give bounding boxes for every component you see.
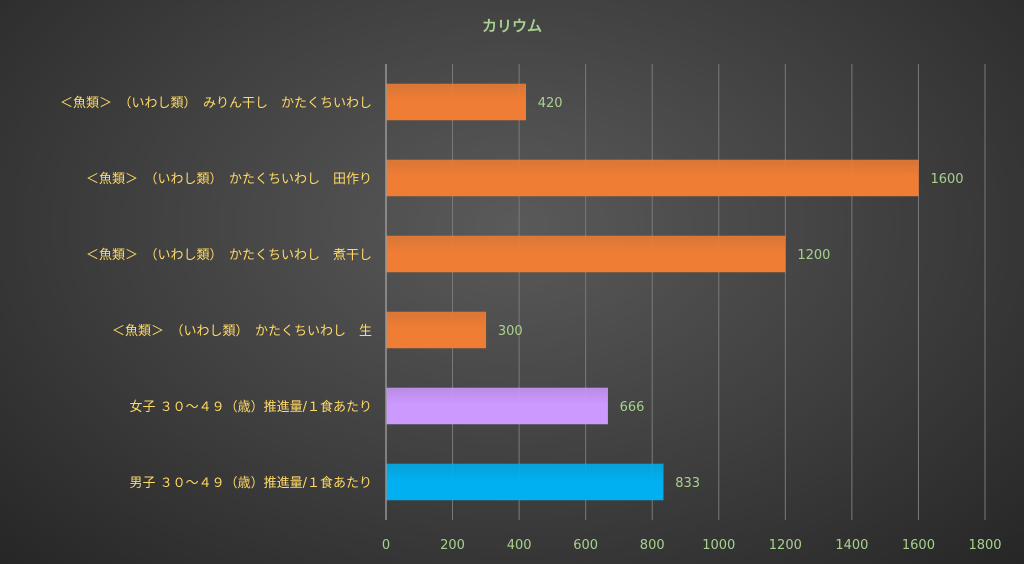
bar [386, 463, 664, 501]
gridlines [452, 64, 986, 520]
data-label: 1600 [930, 172, 963, 187]
x-tick-label: 1600 [902, 538, 935, 553]
labels: 0 200 400 600 800 1000 1200 1400 1600 1800 ＜魚類＞ （い… [60, 96, 1002, 553]
category-label: 女子 ３０～４９（歳）推進量/１食あたり [129, 399, 372, 415]
x-tick-label: 1800 [968, 538, 1001, 553]
data-label: 833 [675, 476, 700, 491]
data-label: 1200 [797, 248, 830, 263]
x-tick-label: 1000 [702, 538, 735, 553]
data-label: 300 [498, 324, 523, 339]
bar [386, 159, 919, 197]
x-tick-label: 200 [440, 538, 465, 553]
x-tick-label: 0 [382, 538, 390, 553]
category-label: ＜魚類＞ （いわし類） かたくちいわし 田作り [86, 172, 372, 187]
data-label: 666 [620, 400, 645, 415]
bar [386, 83, 527, 121]
category-label: ＜魚類＞ （いわし類） みりん干し かたくちいわし [60, 96, 372, 111]
x-tick-label: 800 [640, 538, 665, 553]
category-label: ＜魚類＞ （いわし類） かたくちいわし 煮干し [86, 248, 372, 263]
data-label: 420 [538, 96, 563, 111]
x-tick-label: 1200 [769, 538, 802, 553]
x-tick-label: 400 [507, 538, 532, 553]
x-tick-label: 600 [573, 538, 598, 553]
x-tick-label: 1400 [835, 538, 868, 553]
bar [386, 311, 487, 349]
chart-title: カリウム [482, 17, 542, 35]
bar [386, 235, 786, 273]
bars [386, 83, 919, 501]
category-label: ＜魚類＞ （いわし類） かたくちいわし 生 [112, 324, 372, 339]
bar [386, 387, 608, 425]
category-label: 男子 ３０～４９（歳）推進量/１食あたり [129, 475, 372, 491]
